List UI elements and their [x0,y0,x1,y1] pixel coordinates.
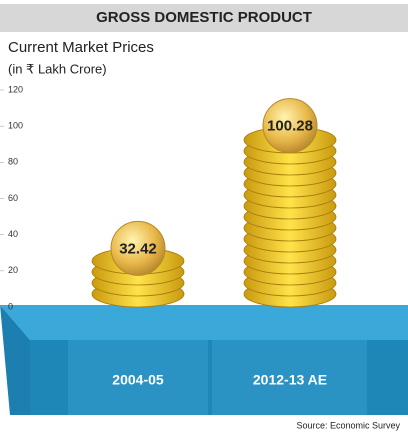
value-label: 32.42 [119,240,157,257]
coin-stack [91,220,185,308]
y-tick-label: 120 [8,84,23,94]
coin-face [262,98,318,154]
y-tick-label: 80 [8,157,18,167]
source: Source: Economic Survey [296,420,400,430]
coin-stack [243,98,337,308]
value-label: 100.28 [267,118,313,135]
y-axis-label: (in ₹ Lakh Crore) [8,61,107,76]
x-tick-label: 2004-05 [112,372,164,388]
subtitle: Current Market Prices [8,39,154,56]
x-tick-label: 2012-13 AE [253,372,327,388]
platform-top [0,305,408,340]
y-tick-label: 40 [8,229,18,239]
y-tick-label: 0 [8,301,13,311]
y-tick-label: 60 [8,193,18,203]
coin-face [110,220,166,276]
panel [68,340,208,415]
y-tick-label: 100 [8,121,23,131]
chart-title: GROSS DOMESTIC PRODUCT [96,9,312,26]
title-bar [0,4,408,32]
platform-side [0,305,30,415]
y-tick-label: 20 [8,265,18,275]
panel [212,340,367,415]
